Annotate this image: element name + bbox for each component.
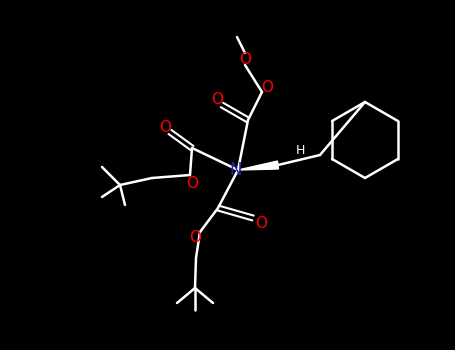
Text: N: N [230,161,242,179]
Text: O: O [255,216,267,231]
Text: O: O [239,52,251,68]
Text: H: H [295,144,305,156]
Text: O: O [159,119,171,134]
Text: O: O [261,79,273,94]
Polygon shape [238,161,278,170]
Text: O: O [211,92,223,107]
Text: O: O [186,175,198,190]
Text: O: O [189,230,201,245]
